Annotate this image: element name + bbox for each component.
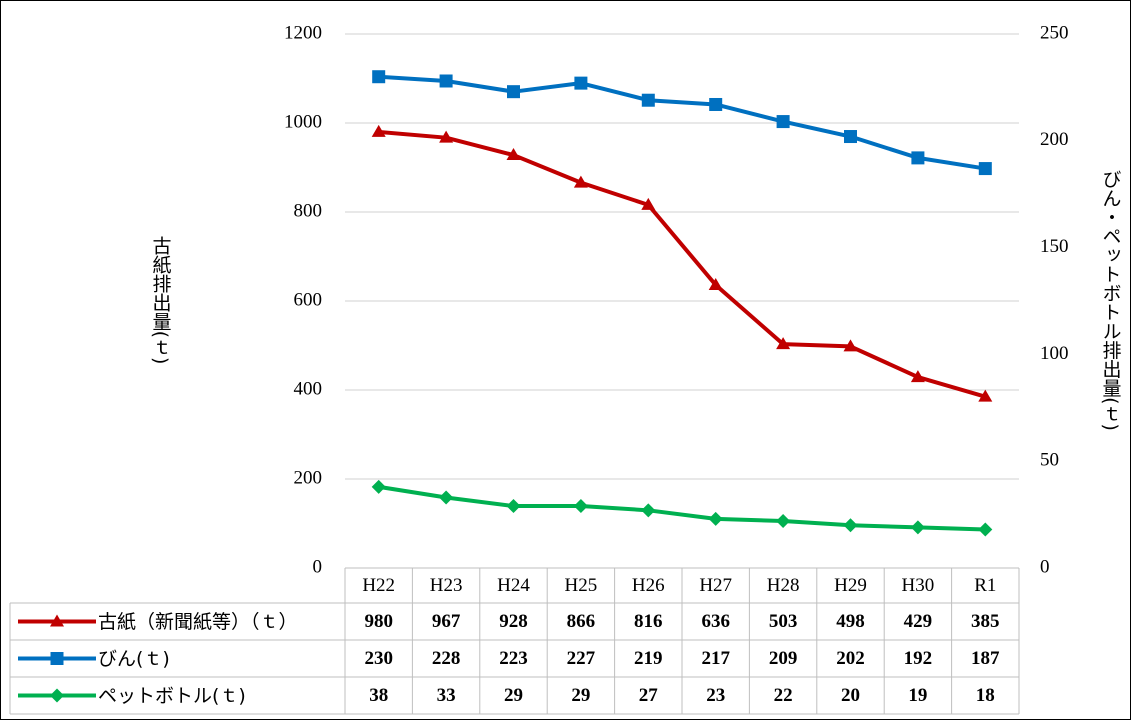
table-value: 23 [706,685,725,706]
marker [574,76,588,90]
marker [978,522,993,537]
table-value: 967 [432,611,461,632]
table-value: 223 [499,648,528,669]
table-value: 866 [567,611,596,632]
table-value: 217 [701,648,730,669]
marker [506,499,521,514]
y-axis-label: 古紙排出量(ｔ) [150,235,172,364]
marker [439,130,454,143]
table-value: 27 [639,685,659,706]
y2-tick-label: 200 [1040,129,1069,150]
marker [372,70,386,84]
table-value: 192 [904,648,933,669]
marker [439,490,454,505]
table-value: 18 [976,685,995,706]
table-value: 29 [504,685,523,706]
legend-label: 古紙（新聞紙等）（ｔ） [98,611,298,633]
table-value: 38 [369,685,388,706]
marker [708,277,723,290]
marker [641,93,655,107]
marker [910,520,925,535]
x-tick-label: H23 [430,575,463,596]
marker [507,85,520,99]
marker [50,614,64,627]
marker [776,337,791,350]
series-line [378,74,986,171]
table-value: 202 [836,648,865,669]
x-tick-label: H29 [834,575,867,596]
x-tick-label: H30 [902,575,935,596]
marker [978,389,993,402]
y-tick-label: 1000 [284,111,322,132]
y2-tick-label: 250 [1040,22,1069,43]
table-value: 928 [499,611,528,632]
table-value: 19 [908,685,927,706]
table-value: 816 [634,611,663,632]
table-value: 498 [836,611,865,632]
x-tick-label: H25 [565,575,598,596]
series-line [378,129,986,399]
marker [506,148,521,161]
marker [371,124,386,137]
y-tick-label: 1200 [284,22,322,43]
x-tick-label: H22 [362,575,395,596]
table-value: 385 [971,611,1000,632]
table-value: 22 [774,685,793,706]
table-value: 209 [769,648,798,669]
y-tick-label: 400 [294,378,323,399]
marker [371,479,386,494]
marker [708,511,723,526]
table-value: 187 [971,648,1000,669]
legend-label: ペットボトル(ｔ) [98,685,246,707]
marker [439,74,453,88]
marker [709,97,723,111]
table-value: 20 [841,685,860,706]
x-tick-label: H24 [497,575,530,596]
y-tick-label: 800 [294,200,323,221]
table-value: 230 [364,648,393,669]
marker [844,130,857,144]
y2-tick-label: 50 [1040,450,1059,471]
marker [50,652,64,665]
marker [573,499,588,514]
series-line [378,484,986,532]
table-value: 503 [769,611,798,632]
table-value: 227 [567,648,596,669]
marker [978,162,992,176]
marker [843,518,858,533]
x-tick-label: R1 [974,575,996,596]
table-value: 228 [432,648,461,669]
marker [573,175,588,188]
y2-axis-label: びん・ペットボトル排出量(ｔ) [1100,169,1122,431]
table-value: 219 [634,648,663,669]
y2-tick-label: 100 [1040,343,1069,364]
y-tick-label: 600 [294,289,323,310]
table-value: 636 [701,611,730,632]
marker [843,339,858,352]
x-tick-label: H26 [632,575,665,596]
table-value: 33 [437,685,456,706]
y-tick-label: 200 [294,467,323,488]
table-value: 29 [571,685,590,706]
table-value: 429 [904,611,933,632]
y2-tick-label: 0 [1040,556,1050,577]
y-tick-label: 0 [313,556,323,577]
y2-tick-label: 150 [1040,236,1069,257]
marker [641,503,656,518]
legend-label: びん(ｔ) [98,648,170,670]
x-tick-label: H28 [767,575,800,596]
marker [641,197,656,210]
marker [911,151,925,165]
marker [776,514,791,529]
marker [776,115,790,129]
x-tick-label: H27 [699,575,732,596]
marker [50,688,64,703]
marker [910,370,925,383]
table-value: 980 [364,611,393,632]
